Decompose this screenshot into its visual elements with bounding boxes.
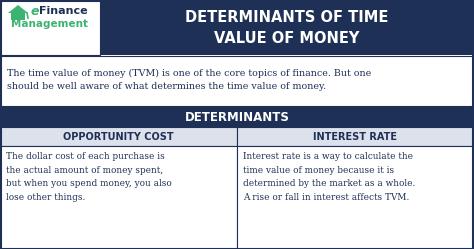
Bar bbox=[0, 127, 237, 146]
Text: Finance: Finance bbox=[39, 6, 88, 16]
Text: The dollar cost of each purchase is
the actual amount of money spent,
but when y: The dollar cost of each purchase is the … bbox=[6, 152, 172, 202]
Bar bbox=[237, 146, 474, 249]
Text: Interest rate is a way to calculate the
time value of money because it is
determ: Interest rate is a way to calculate the … bbox=[243, 152, 415, 202]
Bar bbox=[237, 127, 474, 146]
Bar bbox=[0, 0, 100, 55]
Text: Management: Management bbox=[11, 19, 89, 29]
Bar bbox=[0, 56, 474, 106]
Bar bbox=[0, 107, 474, 127]
Text: DETERMINANTS OF TIME
VALUE OF MONEY: DETERMINANTS OF TIME VALUE OF MONEY bbox=[185, 9, 389, 46]
Bar bbox=[0, 0, 100, 55]
Polygon shape bbox=[8, 5, 28, 13]
Bar bbox=[0, 146, 237, 249]
Bar bbox=[11, 12, 25, 20]
Text: DETERMINANTS: DETERMINANTS bbox=[184, 111, 290, 124]
Text: e: e bbox=[31, 4, 39, 17]
Bar bbox=[0, 0, 474, 55]
Text: The time value of money (TVM) is one of the core topics of finance. But one
shou: The time value of money (TVM) is one of … bbox=[7, 69, 371, 91]
Text: OPPORTUNITY COST: OPPORTUNITY COST bbox=[63, 131, 174, 141]
Text: INTEREST RATE: INTEREST RATE bbox=[313, 131, 398, 141]
